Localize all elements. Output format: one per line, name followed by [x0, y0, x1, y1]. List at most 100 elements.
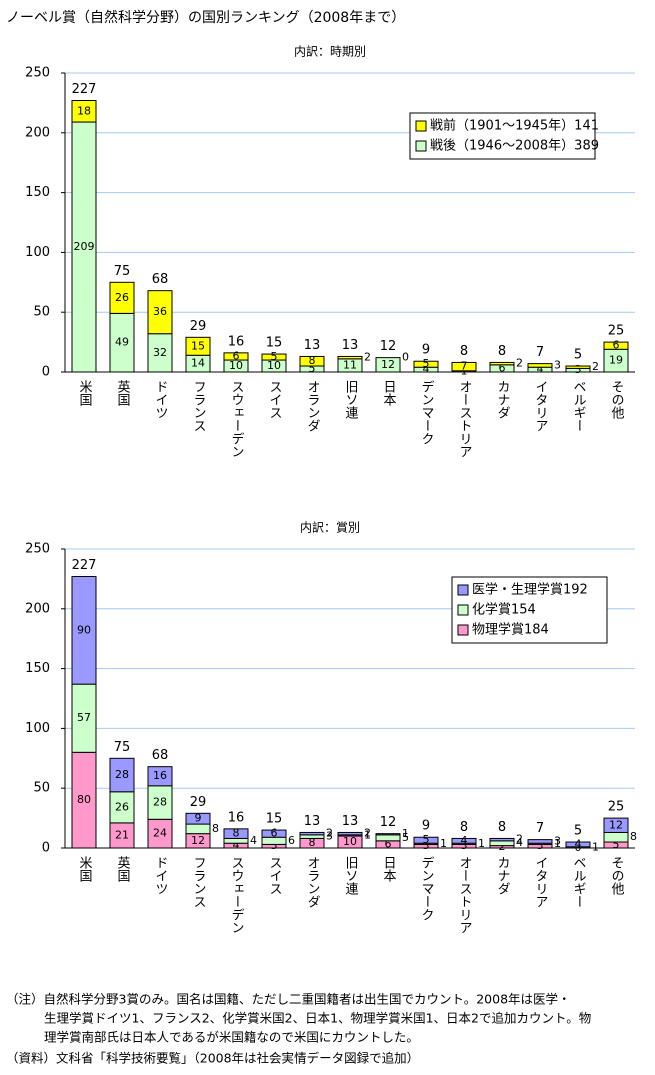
x-tick-label: 旧ソ連 [343, 856, 359, 896]
value-label: 12 [191, 834, 205, 847]
value-label: 2 [592, 360, 599, 373]
total-label: 9 [422, 343, 430, 358]
bar-segment [603, 817, 629, 833]
total-label: 15 [266, 336, 283, 351]
bar-segment [413, 360, 439, 368]
page-title: ノーベル賞（自然科学分野）の国別ランキング（2008年まで） [6, 9, 405, 26]
total-label: 7 [536, 821, 544, 836]
bar-segment [489, 361, 515, 366]
legend-swatch [415, 120, 427, 132]
value-label: 15 [191, 339, 205, 352]
bar-segment [71, 576, 97, 685]
y-tick-label: 0 [42, 841, 50, 856]
x-tick-label: オランダ [305, 856, 320, 908]
bar-segment [147, 333, 173, 373]
x-tick-label: デンマーク [419, 856, 434, 921]
chart-subtitle: 内訳：賞別 [300, 520, 360, 535]
bar-segment [185, 812, 211, 825]
bar-segment [261, 353, 287, 361]
total-label: 13 [304, 338, 321, 353]
bar-segment [489, 840, 515, 847]
value-label: 14 [191, 357, 205, 370]
bar-segment [565, 365, 591, 369]
total-label: 7 [536, 345, 544, 360]
total-label: 8 [460, 820, 468, 835]
bar-segment [185, 823, 211, 835]
total-label: 13 [304, 814, 321, 829]
total-label: 68 [152, 272, 169, 287]
legend-label: 医学・生理学賞192 [472, 582, 588, 598]
total-label: 9 [422, 819, 430, 834]
bar-segment [223, 352, 249, 361]
total-label: 5 [574, 348, 582, 363]
bar-segment [109, 312, 135, 373]
value-label: 1 [364, 828, 371, 841]
total-label: 75 [114, 740, 131, 755]
value-label: 10 [343, 835, 357, 848]
value-label: 8 [309, 836, 316, 849]
bar-segment [299, 831, 325, 836]
legend-swatch [415, 140, 427, 152]
total-label: 8 [498, 344, 506, 359]
value-label: 10 [229, 359, 243, 372]
x-tick-label: オランダ [305, 380, 320, 432]
x-tick-label: 英国 [115, 380, 131, 406]
bar-segment [147, 290, 173, 335]
bar-segment [185, 336, 211, 356]
bar-segment [337, 831, 363, 836]
bar-segment [565, 841, 591, 848]
legend-box [409, 112, 596, 160]
bar-segment [71, 121, 97, 373]
value-label: 49 [115, 336, 129, 349]
value-label: 1 [402, 827, 409, 840]
y-tick-label: 150 [25, 185, 50, 200]
value-label: 10 [267, 359, 281, 372]
bar-segment [261, 829, 287, 838]
value-label: 1 [478, 837, 485, 850]
value-label: 6 [385, 837, 392, 850]
value-label: 11 [343, 358, 357, 371]
value-label: 21 [115, 828, 129, 841]
legend-label: 物理学賞184 [472, 622, 549, 638]
value-label: 80 [77, 793, 91, 806]
value-label: 3 [537, 839, 544, 852]
y-tick-label: 250 [25, 542, 50, 557]
total-label: 227 [72, 558, 97, 573]
value-label: 8 [630, 830, 637, 843]
value-label: 1 [554, 837, 561, 850]
x-tick-label: 米国 [77, 856, 93, 882]
value-label: 24 [153, 827, 167, 840]
total-label: 25 [608, 800, 625, 815]
total-label: 75 [114, 264, 131, 279]
x-tick-label: 英国 [115, 856, 131, 882]
value-label: 16 [153, 769, 167, 782]
value-label: 8 [233, 827, 240, 840]
x-tick-label: スイス [267, 380, 282, 419]
footnote: 理学賞南部氏は日本人であるが米国籍なので米国にカウントした。 [44, 1030, 419, 1045]
x-tick-label: オーストリア [457, 380, 472, 458]
total-label: 227 [72, 82, 97, 97]
value-label: 6 [233, 349, 240, 362]
y-tick-label: 200 [25, 125, 50, 140]
x-tick-label: イタリア [533, 856, 548, 908]
footnote: （資料）文科省「科学技術要覧」（2008年は社会実情データ図録で追加） [6, 1051, 419, 1066]
value-label: 4 [461, 834, 468, 847]
value-label: 1 [440, 837, 447, 850]
y-tick-label: 150 [25, 661, 50, 676]
x-tick-label: 日本 [381, 856, 397, 882]
x-tick-label: 米国 [77, 380, 93, 406]
total-label: 25 [608, 324, 625, 339]
bar-segment [489, 837, 515, 842]
bar-segment [109, 281, 135, 314]
value-label: 3 [461, 839, 468, 852]
value-label: 3 [423, 839, 430, 852]
value-label: 5 [402, 831, 409, 844]
value-label: 12 [381, 358, 395, 371]
value-label: 4 [575, 837, 582, 850]
legend-label: 戦前（1901～1945年）141 [430, 118, 599, 134]
value-label: 3 [271, 839, 278, 852]
value-label: 5 [271, 350, 278, 363]
legend-swatch [457, 604, 469, 616]
x-tick-label: フランス [191, 380, 206, 432]
